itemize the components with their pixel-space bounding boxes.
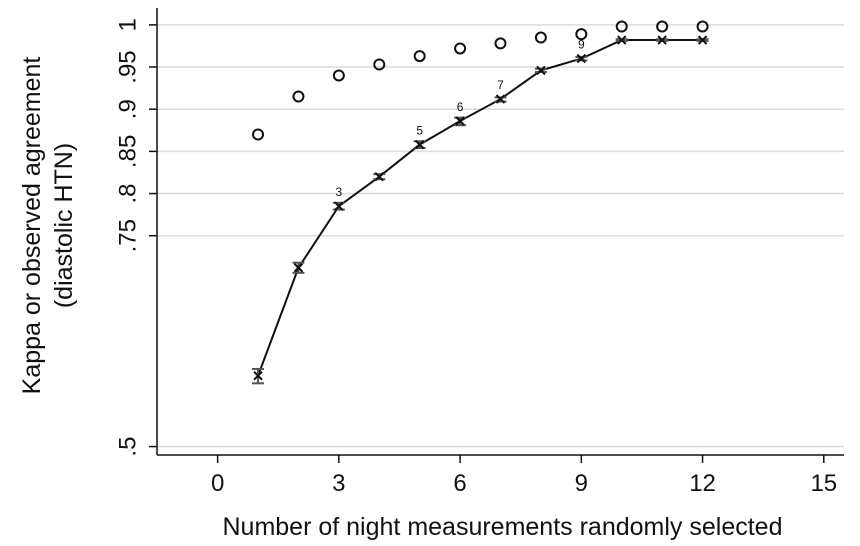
y-tick-label: 1 <box>114 18 141 31</box>
y-tick-label: .9 <box>114 99 141 119</box>
data-point-circle <box>696 20 709 33</box>
y-tick-label: .95 <box>114 50 141 83</box>
x-marker-stroke <box>495 94 506 104</box>
series: 3 5 6 7 9 <box>252 20 709 385</box>
x-marker-stroke <box>414 139 425 150</box>
x-marker-stroke <box>455 116 465 126</box>
x-marker-stroke <box>657 35 667 45</box>
x-marker-stroke <box>697 35 708 45</box>
data-point-circle <box>332 69 345 82</box>
y-axis-title-line2: (diastolic HTN) <box>50 143 78 308</box>
data-point-circle <box>292 90 305 103</box>
data-point-x <box>253 371 263 381</box>
point-label: 7 <box>497 78 504 92</box>
x-tick-label: 12 <box>689 470 716 497</box>
x-marker-stroke <box>334 201 344 211</box>
data-point-circle <box>494 37 507 50</box>
data-point-circle <box>252 128 265 141</box>
data-point-circle <box>534 31 547 44</box>
data-point-x <box>455 116 465 126</box>
series-1: 3 5 6 7 9 <box>252 35 709 385</box>
data-point-x <box>657 35 667 45</box>
series-line <box>257 39 703 377</box>
data-point-x <box>617 35 627 45</box>
data-point-circle <box>615 20 628 33</box>
y-axis-title: Kappa or observed agreement (diastolic H… <box>18 57 78 395</box>
point-label: 9 <box>578 38 585 52</box>
x-marker-stroke <box>374 171 384 182</box>
data-point-circle <box>575 28 588 41</box>
data-point-x <box>576 53 587 64</box>
x-tick-label: 9 <box>575 470 588 497</box>
point-label: 3 <box>336 185 343 199</box>
point-label: 5 <box>416 124 423 138</box>
y-tick-label: .85 <box>114 135 141 168</box>
data-point-circle <box>454 42 467 55</box>
y-tick-label: .5 <box>114 437 141 457</box>
x-axis-ticks: 0 3 6 9 12 15 <box>211 455 837 497</box>
data-point-x <box>293 263 304 273</box>
data-point-x <box>536 65 546 76</box>
x-tick-label: 6 <box>453 470 466 497</box>
x-marker-stroke <box>253 371 263 381</box>
x-marker-stroke <box>536 65 546 76</box>
data-point-x <box>414 139 425 150</box>
gridlines <box>157 24 844 448</box>
point-label: 6 <box>457 100 464 114</box>
x-tick-label: 15 <box>810 470 837 497</box>
x-axis-title: Number of night measurements randomly se… <box>223 513 783 541</box>
data-point-x <box>697 35 708 45</box>
data-point-x <box>495 94 506 104</box>
y-axis-title-line1: Kappa or observed agreement <box>18 57 46 395</box>
data-point-circle <box>413 50 426 63</box>
data-point-circle <box>656 20 669 33</box>
x-marker-stroke <box>293 263 304 273</box>
x-tick-label: 0 <box>211 470 224 497</box>
x-marker-stroke <box>576 53 587 64</box>
data-point-x <box>334 201 344 211</box>
data-point-x <box>374 171 384 182</box>
series-2 <box>252 20 709 141</box>
data-point-circle <box>373 58 386 71</box>
x-marker-stroke <box>617 35 627 45</box>
x-tick-label: 3 <box>332 470 345 497</box>
y-tick-label: .75 <box>114 219 141 252</box>
y-tick-label: .8 <box>114 184 141 204</box>
y-axis-ticks: .5 .75 .8 .85 .9 .95 1 <box>114 18 157 457</box>
